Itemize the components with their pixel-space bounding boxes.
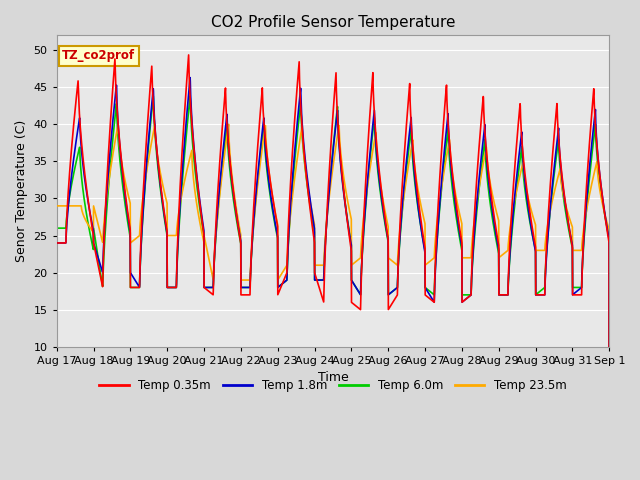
- Legend: Temp 0.35m, Temp 1.8m, Temp 6.0m, Temp 23.5m: Temp 0.35m, Temp 1.8m, Temp 6.0m, Temp 2…: [95, 374, 572, 397]
- Text: TZ_co2prof: TZ_co2prof: [62, 49, 135, 62]
- Title: CO2 Profile Sensor Temperature: CO2 Profile Sensor Temperature: [211, 15, 455, 30]
- X-axis label: Time: Time: [317, 372, 348, 384]
- Y-axis label: Senor Temperature (C): Senor Temperature (C): [15, 120, 28, 262]
